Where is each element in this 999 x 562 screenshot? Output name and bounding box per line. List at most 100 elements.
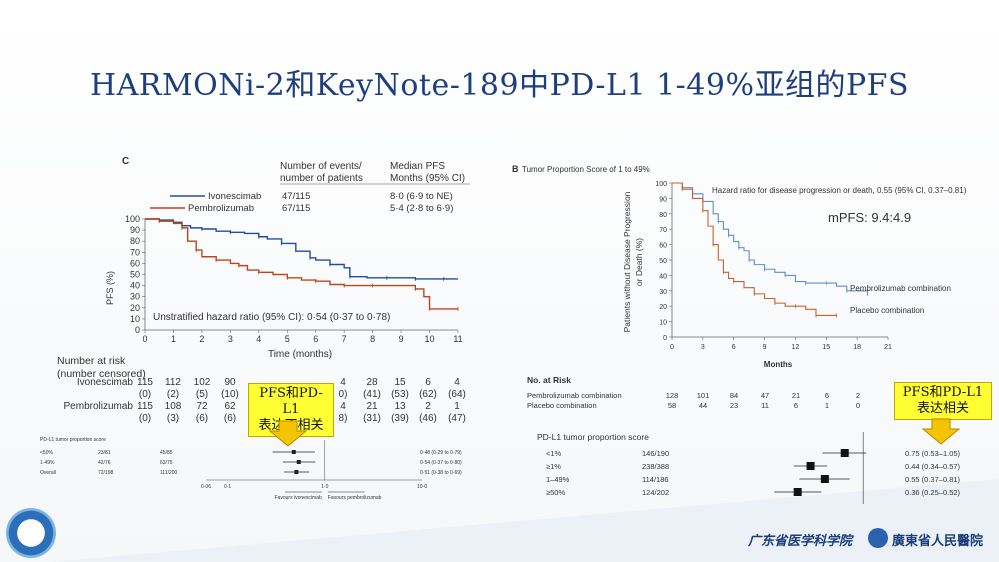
right-risk-count: 58 xyxy=(668,401,676,410)
y-tick-label: 50 xyxy=(130,270,140,280)
left-risk-censored: (46) xyxy=(419,413,437,424)
right-risk-count: 21 xyxy=(792,391,800,400)
right-forest-point xyxy=(840,449,849,457)
right-risk-count: 6 xyxy=(794,401,798,410)
series-line-ivonescimab xyxy=(145,218,458,280)
left-forest-point xyxy=(291,450,296,454)
left-forest-b: 111/200 xyxy=(160,470,178,476)
y-tick-label: 80 xyxy=(130,236,140,246)
right-forest-label: <1% xyxy=(546,449,562,458)
left-ylabel: PFS (%) xyxy=(105,271,115,305)
left-forest-title: PD-L1 tumor proportion score xyxy=(40,437,106,443)
right-forest-label: ≥50% xyxy=(546,488,565,497)
x-tick-label: 6 xyxy=(732,344,736,351)
right-risk-count: 1 xyxy=(825,401,829,410)
left-risk-censored: (31) xyxy=(363,413,381,424)
left-panel-label: C xyxy=(122,156,129,167)
right-risk-row-name: Pembrolizumab combination xyxy=(527,391,622,400)
left-risk-count: 115 xyxy=(137,401,153,412)
right-forest-hr: 0.36 (0.25–0.52) xyxy=(905,488,961,497)
series-line-pembrolizumab-combination xyxy=(672,182,868,294)
callout-right-line2: 表达相关 xyxy=(916,401,969,416)
right-risk-count: 23 xyxy=(730,401,738,410)
left-forest-favours-right: Favours pembrolizumab xyxy=(328,495,382,501)
left-forest-tick: 1·0 xyxy=(321,484,328,490)
right-forest-label: 1–49% xyxy=(546,475,570,484)
y-tick-label: 30 xyxy=(130,292,140,302)
left-risk-censored: (6) xyxy=(224,413,236,424)
right-risk-count: 11 xyxy=(761,401,769,410)
left-header-median-1: Median PFS xyxy=(390,161,445,172)
left-risk-censored: (41) xyxy=(363,389,381,400)
left-forest-label: <50% xyxy=(40,450,53,456)
left-risk-title-2: (number censored) xyxy=(57,368,146,380)
x-tick-label: 1 xyxy=(171,334,176,344)
left-risk-count: 108 xyxy=(165,401,182,412)
footer-academy: 广东省医学科学院 xyxy=(748,534,853,549)
left-risk-count: 72 xyxy=(196,401,208,412)
right-risk-count: 0 xyxy=(856,401,860,410)
left-risk-count: 4 xyxy=(340,377,346,388)
right-forest-n: 114/186 xyxy=(642,475,669,484)
society-logo xyxy=(6,508,56,558)
footer-hospital: 廣東省人民醫院 xyxy=(892,534,984,549)
left-risk-count: 4 xyxy=(340,401,346,412)
left-risk-censored: (3) xyxy=(167,413,179,424)
right-forest-n: 146/190 xyxy=(642,449,669,458)
legend-pembrolizumab: Pembrolizumab xyxy=(188,203,254,214)
left-risk-count: 15 xyxy=(394,377,406,388)
x-tick-label: 11 xyxy=(453,334,462,344)
right-forest-hr: 0.75 (0.53–1.05) xyxy=(905,449,961,458)
right-hazard-text: Hazard ratio for disease progression or … xyxy=(712,186,967,195)
right-panel-label: B xyxy=(512,164,519,174)
slide-title: HARMONi-2和KeyNote-189中PD-L1 1-49%亚组的PFS xyxy=(89,68,910,103)
left-forest-label: Overall xyxy=(40,470,56,476)
y-tick-label: 20 xyxy=(130,303,140,313)
right-ylabel-2: or Death (%) xyxy=(634,238,644,286)
left-risk-censored: (47) xyxy=(448,413,466,424)
right-series-label-pembro: Pembrolizumab combination xyxy=(850,284,951,293)
callout-left-arrow xyxy=(268,420,308,447)
left-risk-count: 62 xyxy=(224,401,236,412)
left-risk-count: 115 xyxy=(137,377,153,388)
left-risk-count: 102 xyxy=(194,377,211,388)
left-risk-censored: (2) xyxy=(167,389,179,400)
right-risk-count: 2 xyxy=(856,391,860,400)
y-tick-label: 0 xyxy=(663,335,667,342)
series-line-pembrolizumab xyxy=(145,218,458,310)
y-tick-label: 70 xyxy=(659,227,667,234)
right-series-label-placebo: Placebo combination xyxy=(850,306,924,315)
right-risk-count: 47 xyxy=(761,391,769,400)
right-risk-count: 6 xyxy=(825,391,829,400)
y-tick-label: 70 xyxy=(130,247,140,257)
hospital-logo xyxy=(868,528,888,548)
x-tick-label: 6 xyxy=(313,334,318,344)
x-tick-label: 8 xyxy=(370,334,375,344)
left-forest-b: 45/85 xyxy=(160,450,173,456)
left-forest-hr: 0·54 (0·37 to 0·80) xyxy=(420,460,462,466)
legend-pembrolizumab-events: 67/115 xyxy=(282,203,310,214)
left-risk-count: 112 xyxy=(165,377,181,388)
y-tick-label: 80 xyxy=(659,212,667,219)
x-tick-label: 15 xyxy=(822,344,830,351)
y-tick-label: 20 xyxy=(659,304,667,311)
right-forest-title: PD-L1 tumor proportion score xyxy=(537,432,649,442)
y-tick-label: 90 xyxy=(659,196,667,203)
left-risk-censored: (0) xyxy=(139,389,151,400)
left-risk-count: 90 xyxy=(224,377,236,388)
left-forest-tick: 0·1 xyxy=(224,484,231,490)
left-forest-a: 23/81 xyxy=(98,450,111,456)
x-tick-label: 2 xyxy=(199,334,204,344)
callout-left-line1: PFS和PD-L1 xyxy=(259,386,323,417)
x-tick-label: 3 xyxy=(701,344,705,351)
x-tick-label: 0 xyxy=(670,344,674,351)
left-forest-point xyxy=(294,470,299,474)
y-tick-label: 40 xyxy=(659,273,667,280)
left-xlabel: Time (months) xyxy=(268,349,332,360)
left-header-events-2: number of patients xyxy=(280,173,363,184)
right-risk-count: 44 xyxy=(699,401,707,410)
y-tick-label: 10 xyxy=(659,320,667,327)
callout-right-arrow xyxy=(921,418,961,445)
